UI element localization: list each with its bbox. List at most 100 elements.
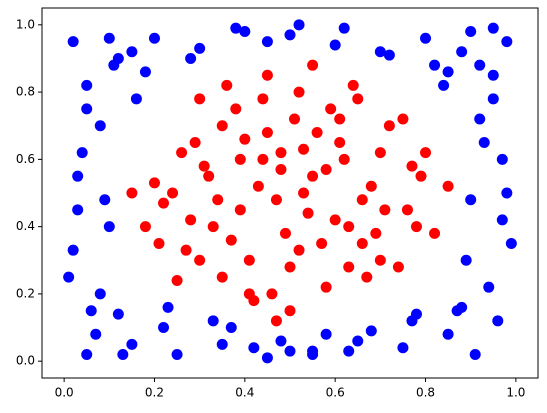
point bbox=[167, 187, 179, 199]
x-tick-label: 0.4 bbox=[235, 386, 254, 400]
point bbox=[307, 59, 319, 71]
point bbox=[85, 305, 97, 317]
point bbox=[126, 46, 138, 58]
y-tick-label: 0.6 bbox=[16, 152, 35, 166]
point bbox=[496, 214, 508, 226]
point bbox=[474, 113, 486, 125]
point bbox=[99, 194, 111, 206]
point bbox=[176, 147, 188, 159]
point bbox=[343, 345, 355, 357]
point bbox=[442, 328, 454, 340]
point bbox=[239, 133, 251, 145]
x-tick-label: 0.6 bbox=[326, 386, 345, 400]
point bbox=[275, 335, 287, 347]
y-tick-label: 0.4 bbox=[16, 219, 35, 233]
point bbox=[329, 39, 341, 51]
point bbox=[420, 147, 432, 159]
point bbox=[216, 120, 228, 132]
point bbox=[216, 338, 228, 350]
point bbox=[334, 137, 346, 149]
y-tick-label: 0.8 bbox=[16, 85, 35, 99]
point bbox=[478, 137, 490, 149]
point bbox=[81, 103, 93, 115]
point bbox=[261, 352, 273, 364]
point bbox=[487, 22, 499, 34]
point bbox=[505, 237, 517, 249]
point bbox=[284, 305, 296, 317]
point bbox=[234, 204, 246, 216]
point bbox=[302, 207, 314, 219]
point bbox=[284, 261, 296, 273]
point bbox=[153, 237, 165, 249]
point bbox=[103, 32, 115, 44]
point bbox=[347, 79, 359, 91]
point bbox=[194, 42, 206, 54]
point bbox=[298, 187, 310, 199]
point bbox=[501, 36, 513, 48]
point bbox=[261, 126, 273, 138]
point bbox=[325, 103, 337, 115]
point bbox=[275, 163, 287, 175]
point bbox=[442, 66, 454, 78]
point bbox=[483, 281, 495, 293]
point bbox=[112, 308, 124, 320]
point bbox=[465, 194, 477, 206]
point bbox=[415, 170, 427, 182]
point bbox=[320, 163, 332, 175]
point bbox=[374, 147, 386, 159]
x-tick-label: 0.8 bbox=[416, 386, 435, 400]
point bbox=[189, 137, 201, 149]
point bbox=[72, 170, 84, 182]
point bbox=[171, 274, 183, 286]
point bbox=[289, 113, 301, 125]
point bbox=[311, 126, 323, 138]
point bbox=[117, 348, 129, 360]
point bbox=[94, 288, 106, 300]
point bbox=[429, 227, 441, 239]
point bbox=[158, 197, 170, 209]
point bbox=[356, 194, 368, 206]
point bbox=[397, 342, 409, 354]
point bbox=[442, 180, 454, 192]
point bbox=[90, 328, 102, 340]
y-tick-label: 1.0 bbox=[16, 17, 35, 31]
point bbox=[108, 59, 120, 71]
point bbox=[212, 194, 224, 206]
point bbox=[334, 113, 346, 125]
point bbox=[356, 237, 368, 249]
point bbox=[374, 254, 386, 266]
point bbox=[474, 59, 486, 71]
point bbox=[257, 153, 269, 165]
point bbox=[130, 93, 142, 105]
point bbox=[365, 325, 377, 337]
point bbox=[456, 46, 468, 58]
point bbox=[343, 261, 355, 273]
point bbox=[401, 204, 413, 216]
point bbox=[374, 46, 386, 58]
point bbox=[148, 177, 160, 189]
point bbox=[63, 271, 75, 283]
x-tick-label: 0.2 bbox=[145, 386, 164, 400]
point bbox=[469, 348, 481, 360]
point bbox=[379, 204, 391, 216]
point bbox=[370, 227, 382, 239]
point bbox=[420, 32, 432, 44]
point bbox=[293, 19, 305, 31]
point bbox=[67, 36, 79, 48]
point bbox=[406, 160, 418, 172]
point bbox=[352, 335, 364, 347]
point bbox=[352, 93, 364, 105]
point bbox=[194, 93, 206, 105]
x-tick-label: 1.0 bbox=[506, 386, 525, 400]
point bbox=[293, 86, 305, 98]
point bbox=[139, 221, 151, 233]
point bbox=[429, 59, 441, 71]
point bbox=[307, 348, 319, 360]
point bbox=[126, 187, 138, 199]
point bbox=[243, 288, 255, 300]
point bbox=[320, 281, 332, 293]
point bbox=[230, 103, 242, 115]
point bbox=[266, 288, 278, 300]
point bbox=[230, 22, 242, 34]
